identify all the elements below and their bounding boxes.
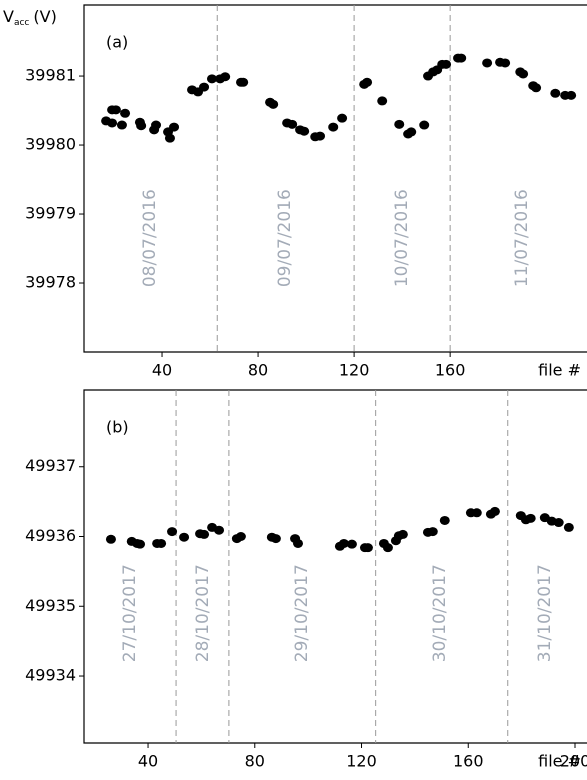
data-point xyxy=(156,538,167,548)
data-point xyxy=(270,534,281,544)
data-point xyxy=(328,122,339,132)
data-point xyxy=(489,506,500,516)
date-label: 27/10/2017 xyxy=(120,564,140,662)
data-point xyxy=(287,119,298,129)
date-label: 11/07/2016 xyxy=(512,189,532,287)
data-point xyxy=(179,532,190,542)
data-point xyxy=(105,534,116,544)
y-tick-label: 39978 xyxy=(25,273,76,292)
x-tick-label: 40 xyxy=(138,752,158,771)
data-point xyxy=(500,58,511,68)
y-tick-label: 49935 xyxy=(25,596,76,615)
axes-frame xyxy=(83,4,587,353)
x-axis-label: file # xyxy=(538,752,581,771)
x-tick-label: 120 xyxy=(346,752,377,771)
data-point xyxy=(471,508,482,518)
date-label: 08/07/2016 xyxy=(140,189,160,287)
data-point xyxy=(427,527,438,537)
data-point xyxy=(441,59,452,69)
data-point xyxy=(550,88,561,98)
y-tick-label: 49934 xyxy=(25,666,76,685)
data-point xyxy=(164,133,175,143)
data-point xyxy=(206,74,217,84)
data-point xyxy=(382,543,393,553)
x-tick-label: 80 xyxy=(245,752,265,771)
data-point xyxy=(199,82,210,92)
y-tick-label: 39981 xyxy=(25,66,76,85)
data-point xyxy=(518,69,529,79)
data-point xyxy=(135,539,146,549)
date-label: 28/10/2017 xyxy=(193,564,213,662)
data-point xyxy=(293,538,304,548)
data-point xyxy=(107,118,118,128)
data-point xyxy=(346,539,357,549)
data-point xyxy=(439,515,450,525)
data-point xyxy=(406,127,417,137)
data-point xyxy=(235,532,246,542)
data-point xyxy=(238,77,249,87)
data-point xyxy=(299,126,310,136)
data-point xyxy=(337,113,348,123)
panel-label: (a) xyxy=(106,33,128,52)
data-point xyxy=(397,529,408,539)
y-label-unit: (V) xyxy=(33,7,56,26)
data-point xyxy=(394,119,405,129)
date-label: 10/07/2016 xyxy=(392,189,412,287)
y-label-sub: acc xyxy=(14,18,29,28)
data-point xyxy=(220,72,231,82)
date-label: 29/10/2017 xyxy=(292,564,312,662)
y-tick-label: 39979 xyxy=(25,204,76,223)
date-label: 30/10/2017 xyxy=(430,564,450,662)
data-point xyxy=(456,53,467,63)
x-tick-label: 40 xyxy=(152,361,172,380)
y-tick-label: 49937 xyxy=(25,456,76,475)
x-tick-label: 200 xyxy=(560,752,587,771)
x-tick-label: 160 xyxy=(453,752,484,771)
date-label: 09/07/2016 xyxy=(275,189,295,287)
data-point xyxy=(362,543,373,553)
y-tick-label: 39980 xyxy=(25,135,76,154)
x-tick-label: 80 xyxy=(248,361,268,380)
data-point xyxy=(136,121,147,131)
data-point xyxy=(553,518,564,528)
data-point xyxy=(531,83,542,93)
y-axis-label: Vacc (V) xyxy=(3,7,57,28)
axes-frame xyxy=(83,389,587,744)
data-point xyxy=(377,96,388,106)
data-point xyxy=(167,527,178,537)
data-point xyxy=(169,122,180,132)
data-point xyxy=(199,529,210,539)
data-point xyxy=(563,522,574,532)
panel-label: (b) xyxy=(106,418,129,437)
data-point xyxy=(338,538,349,548)
data-point xyxy=(362,77,373,87)
data-point xyxy=(120,108,131,118)
x-axis-label: file # xyxy=(538,361,581,380)
data-point xyxy=(315,131,326,141)
data-point xyxy=(151,120,162,130)
x-tick-label: 160 xyxy=(435,361,466,380)
data-point xyxy=(214,525,225,535)
x-tick-label: 120 xyxy=(339,361,370,380)
data-point xyxy=(110,105,121,115)
data-point xyxy=(419,120,430,130)
y-label-main: V xyxy=(3,7,14,26)
data-point xyxy=(566,90,577,100)
data-point xyxy=(116,120,127,130)
date-label: 31/10/2017 xyxy=(535,564,555,662)
data-point xyxy=(268,99,279,109)
data-point xyxy=(482,58,493,68)
y-tick-label: 49936 xyxy=(25,526,76,545)
data-point xyxy=(525,513,536,523)
